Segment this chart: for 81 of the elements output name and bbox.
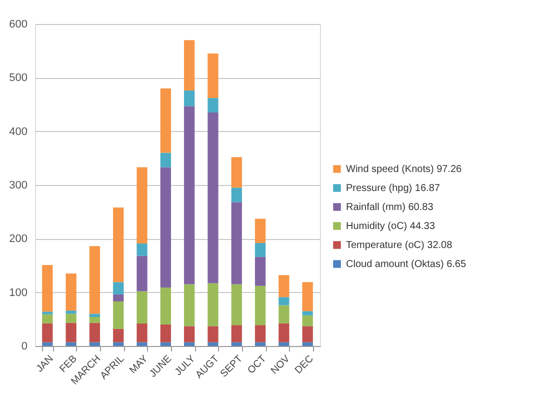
- bar: [66, 342, 76, 346]
- bar: [302, 282, 313, 312]
- y-tick-label: 400: [9, 126, 28, 138]
- bar: [278, 342, 290, 346]
- bar: [184, 342, 195, 346]
- bar: [160, 152, 171, 168]
- bar: [89, 314, 100, 318]
- bar: [278, 305, 290, 324]
- y-tick-label: 100: [9, 286, 28, 299]
- bar: [278, 323, 290, 342]
- y-tick-label: 200: [9, 233, 28, 246]
- legend-label: Rainfall (mm) 60.83: [346, 202, 434, 213]
- bar: [136, 256, 148, 292]
- bar: [208, 342, 218, 346]
- bar: [113, 282, 124, 294]
- bar: [254, 242, 266, 257]
- bar: [278, 297, 290, 306]
- y-tick-label: 0: [21, 340, 28, 352]
- bar: [113, 208, 124, 282]
- legend-label: Cloud amount (Oktas) 6.65: [346, 259, 466, 270]
- bar: [231, 284, 242, 326]
- bar: [208, 283, 218, 326]
- bar: [136, 167, 148, 244]
- bar: [66, 274, 76, 311]
- bar: [160, 167, 171, 288]
- bar: [42, 264, 53, 312]
- bar: [113, 328, 124, 342]
- bar: [42, 342, 53, 346]
- bar: [208, 98, 218, 113]
- bar: [160, 88, 171, 153]
- y-tick-label: 500: [9, 72, 28, 84]
- bar: [184, 326, 195, 342]
- bar: [160, 324, 171, 342]
- legend-label: Humidity (oC) 44.33: [346, 221, 436, 232]
- bar: [254, 342, 266, 346]
- bar: [160, 288, 171, 325]
- bar: [89, 342, 100, 346]
- bar: [254, 286, 266, 326]
- bar: [231, 342, 242, 346]
- bar: [113, 342, 124, 346]
- y-tick-label: 600: [9, 18, 28, 30]
- bar: [136, 291, 148, 324]
- bar: [302, 311, 313, 316]
- bar: [208, 326, 218, 342]
- bar: [136, 243, 148, 256]
- bar: [302, 315, 313, 326]
- bar: [42, 314, 53, 324]
- bar: [66, 322, 76, 342]
- bar: [89, 246, 100, 314]
- bar: [208, 54, 218, 98]
- bar: [231, 325, 242, 342]
- bar: [184, 284, 195, 326]
- bar: [184, 40, 195, 91]
- legend-label: Temperature (oC) 32.08: [346, 240, 453, 251]
- bar: [208, 112, 218, 284]
- bar: [302, 326, 313, 342]
- bar: [231, 188, 242, 202]
- bar: [42, 312, 53, 314]
- bar: [89, 317, 100, 323]
- bar: [254, 218, 266, 243]
- bar: [254, 325, 266, 342]
- bar: [254, 256, 266, 286]
- bar: [231, 157, 242, 188]
- bar: [66, 314, 76, 323]
- bar: [136, 342, 148, 346]
- legend-label: Pressure (hpg) 16.87: [346, 183, 440, 194]
- bar: [42, 323, 53, 342]
- bar: [136, 323, 148, 342]
- y-tick-label: 300: [9, 180, 28, 192]
- bar: [160, 342, 171, 346]
- bar: [89, 322, 100, 342]
- legend-label: Wind speed (Knots) 97.26: [346, 164, 462, 175]
- bar: [113, 301, 124, 329]
- bar: [302, 342, 313, 346]
- bar: [113, 294, 124, 302]
- bar: [184, 90, 195, 106]
- bar: [184, 106, 195, 284]
- bar: [66, 310, 76, 314]
- bar: [278, 275, 290, 298]
- bar: [231, 202, 242, 284]
- x-tick-label: JAN: [34, 354, 56, 375]
